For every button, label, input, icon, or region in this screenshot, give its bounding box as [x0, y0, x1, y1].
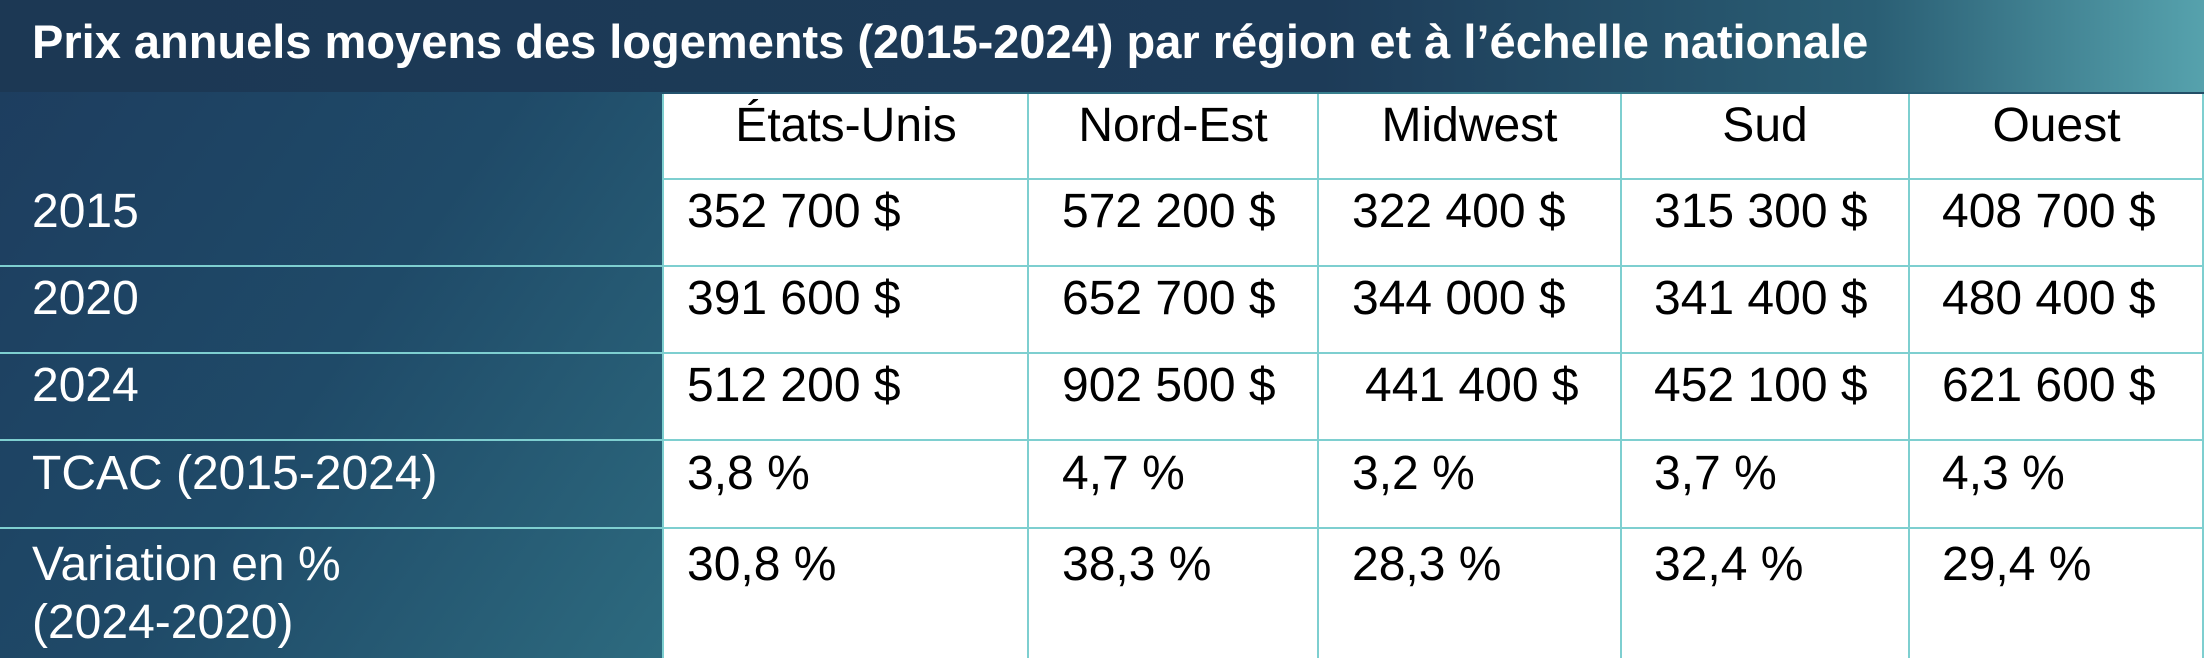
- table-divider: [1027, 94, 1029, 658]
- table-cell: 32,4 %: [1654, 538, 1804, 591]
- table-cell: 512 200 $: [687, 359, 901, 412]
- table-cell: 4,3 %: [1942, 447, 2065, 500]
- table-cell: 572 200 $: [1062, 185, 1276, 238]
- table-cell: 3,2 %: [1352, 447, 1475, 500]
- table-cell: 29,4 %: [1942, 538, 2092, 591]
- column-header: Ouest: [1992, 99, 2121, 152]
- row-label-sub: (2024-2020): [32, 596, 294, 649]
- table-cell: 441 400 $: [1365, 359, 1579, 412]
- table-cell: 352 700 $: [687, 185, 901, 238]
- table-divider: [0, 265, 2204, 267]
- table-cell: 28,3 %: [1352, 538, 1502, 591]
- table-cell: 38,3 %: [1062, 538, 1212, 591]
- column-header: Nord-Est: [1078, 99, 1268, 152]
- table-divider: [662, 94, 664, 658]
- table-title: Prix annuels moyens des logements (2015-…: [32, 15, 1869, 68]
- row-label: Variation en %: [32, 538, 341, 591]
- table-cell: 452 100 $: [1654, 359, 1868, 412]
- table-cell: 4,7 %: [1062, 447, 1185, 500]
- table-cell: 315 300 $: [1654, 185, 1868, 238]
- table-cell: 344 000 $: [1352, 272, 1566, 325]
- row-label: TCAC (2015-2024): [32, 447, 438, 500]
- table-cell: 322 400 $: [1352, 185, 1566, 238]
- table-divider: [1620, 94, 1622, 658]
- table-cell: 391 600 $: [687, 272, 901, 325]
- table-divider: [0, 439, 2204, 441]
- table-cell: 30,8 %: [687, 538, 837, 591]
- table-cell: 621 600 $: [1942, 359, 2156, 412]
- column-header: États-Unis: [735, 99, 957, 152]
- table-cell: 408 700 $: [1942, 185, 2156, 238]
- table-cell: 3,8 %: [687, 447, 810, 500]
- row-label: 2024: [32, 359, 139, 412]
- table-cell: 652 700 $: [1062, 272, 1276, 325]
- table-data-area: [664, 94, 2204, 658]
- row-label: 2015: [32, 185, 139, 238]
- table-cell: 3,7 %: [1654, 447, 1777, 500]
- title-bar: Prix annuels moyens des logements (2015-…: [0, 0, 2204, 92]
- table-cell: 902 500 $: [1062, 359, 1276, 412]
- table-divider: [664, 178, 2204, 180]
- row-label: 2020: [32, 272, 139, 325]
- table-divider: [1908, 94, 1910, 658]
- table-cell: 341 400 $: [1654, 272, 1868, 325]
- column-header: Midwest: [1381, 99, 1558, 152]
- table-divider: [2202, 94, 2204, 658]
- table-divider: [0, 352, 2204, 354]
- table-divider: [0, 527, 2204, 529]
- column-header: Sud: [1722, 99, 1808, 152]
- table-divider: [1317, 94, 1319, 658]
- table-cell: 480 400 $: [1942, 272, 2156, 325]
